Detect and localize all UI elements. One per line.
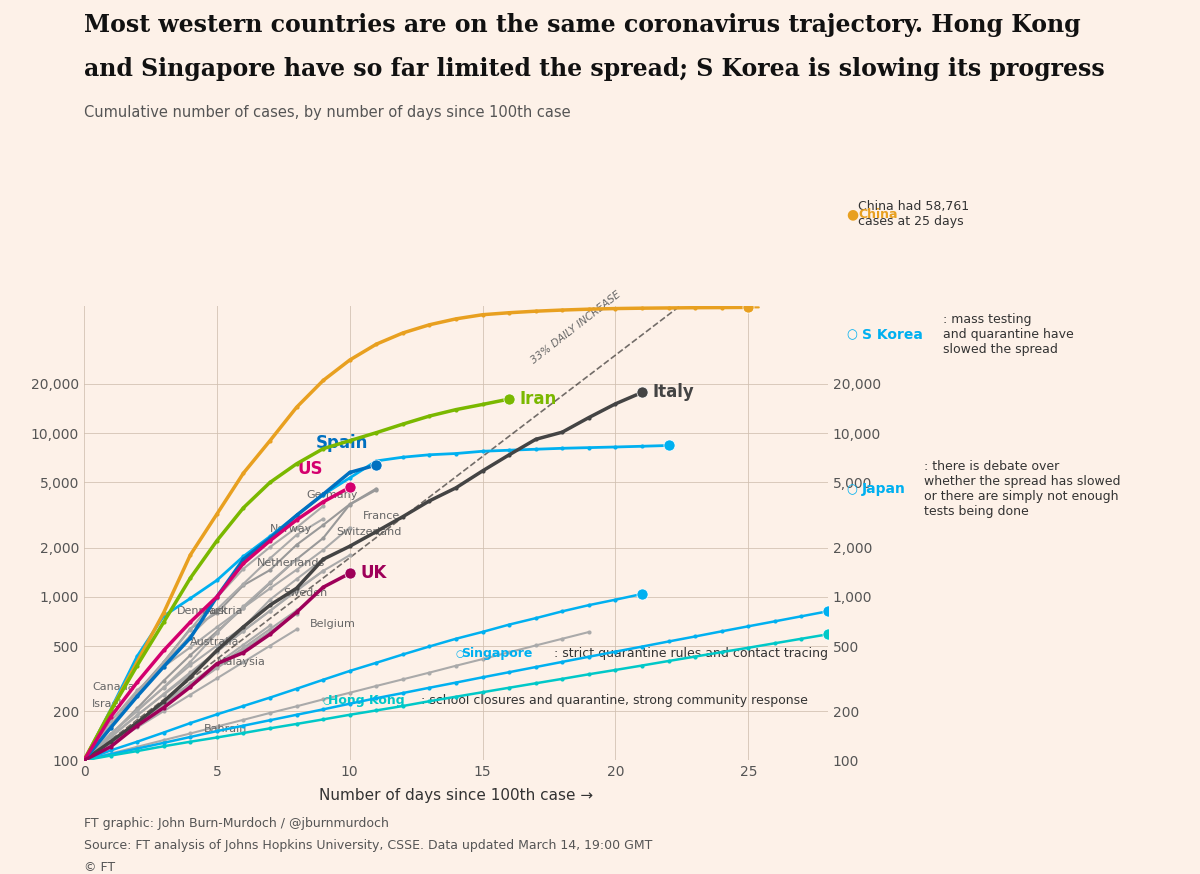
Text: Spain: Spain	[316, 434, 368, 452]
Text: US: US	[298, 460, 323, 477]
Text: Italy: Italy	[653, 384, 695, 401]
Text: Cumulative number of cases, by number of days since 100th case: Cumulative number of cases, by number of…	[84, 105, 571, 120]
Text: Singapore: Singapore	[461, 648, 533, 660]
Text: China: China	[858, 208, 898, 220]
Text: 33% DAILY INCREASE: 33% DAILY INCREASE	[529, 289, 623, 365]
Text: Canada: Canada	[92, 683, 134, 692]
Text: Israel: Israel	[92, 699, 122, 710]
Text: FT graphic: John Burn-Murdoch / @jburnmurdoch: FT graphic: John Burn-Murdoch / @jburnmu…	[84, 817, 389, 830]
Text: UK: UK	[360, 565, 386, 582]
Text: Iran: Iran	[520, 390, 557, 408]
Text: ○: ○	[846, 329, 857, 341]
Text: Japan: Japan	[862, 482, 906, 496]
Text: Austria: Austria	[204, 606, 244, 616]
Text: Australia: Australia	[191, 637, 240, 647]
Text: Bahrain: Bahrain	[204, 725, 247, 734]
Text: ○: ○	[323, 696, 335, 706]
Text: : school closures and quarantine, strong community response: : school closures and quarantine, strong…	[421, 694, 809, 707]
Text: S Korea: S Korea	[862, 328, 923, 342]
Text: Sweden: Sweden	[283, 588, 328, 599]
Text: and Singapore have so far limited the spread; S Korea is slowing its progress: and Singapore have so far limited the sp…	[84, 57, 1105, 80]
Text: Germany: Germany	[306, 489, 358, 500]
Text: ○: ○	[456, 649, 468, 659]
Text: Malaysia: Malaysia	[217, 657, 265, 667]
Text: Source: FT analysis of Johns Hopkins University, CSSE. Data updated March 14, 19: Source: FT analysis of Johns Hopkins Uni…	[84, 839, 653, 852]
Text: Denmark: Denmark	[178, 606, 228, 616]
Text: Netherlands: Netherlands	[257, 558, 325, 568]
Text: China had 58,761
cases at 25 days: China had 58,761 cases at 25 days	[858, 200, 970, 228]
Text: : there is debate over
whether the spread has slowed
or there are simply not eno: : there is debate over whether the sprea…	[924, 461, 1121, 518]
Text: © FT: © FT	[84, 861, 115, 874]
X-axis label: Number of days since 100th case →: Number of days since 100th case →	[319, 787, 593, 802]
Text: France: France	[364, 511, 401, 522]
Text: : strict quarantine rules and contact tracing: : strict quarantine rules and contact tr…	[554, 648, 828, 660]
Text: ●: ●	[846, 207, 858, 221]
Text: ○: ○	[846, 483, 857, 496]
Text: Belgium: Belgium	[310, 619, 355, 629]
Text: Switzerland: Switzerland	[336, 527, 402, 537]
Text: Hong Kong: Hong Kong	[329, 694, 406, 707]
Text: : mass testing
and quarantine have
slowed the spread: : mass testing and quarantine have slowe…	[943, 313, 1074, 357]
Text: Most western countries are on the same coronavirus trajectory. Hong Kong: Most western countries are on the same c…	[84, 13, 1081, 37]
Text: Norway: Norway	[270, 524, 312, 534]
